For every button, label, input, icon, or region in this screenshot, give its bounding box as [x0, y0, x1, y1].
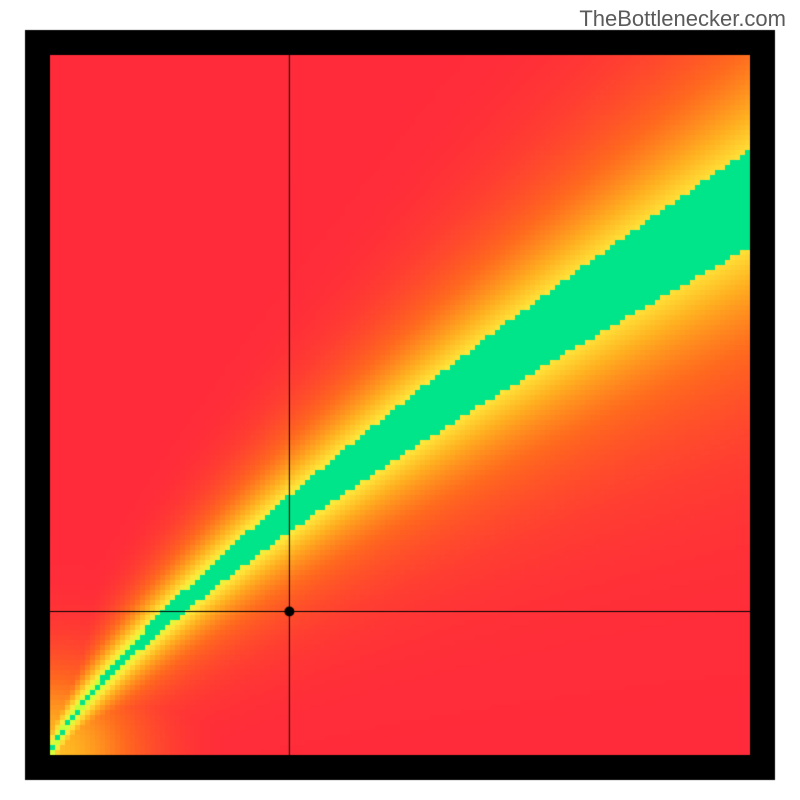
watermark-text: TheBottlenecker.com	[579, 6, 786, 32]
bottleneck-heatmap-canvas	[0, 0, 800, 800]
chart-container: TheBottlenecker.com	[0, 0, 800, 800]
